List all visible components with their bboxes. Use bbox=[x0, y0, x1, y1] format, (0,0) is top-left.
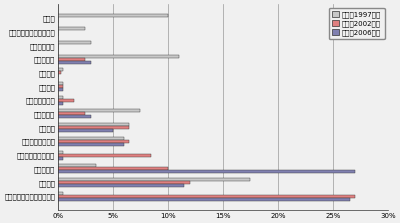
Bar bbox=[58, 14, 168, 17]
Bar bbox=[58, 71, 61, 74]
Bar bbox=[58, 61, 91, 64]
Bar bbox=[58, 58, 86, 61]
Bar bbox=[58, 151, 64, 154]
Bar bbox=[58, 140, 130, 143]
Bar bbox=[58, 154, 152, 157]
Bar bbox=[58, 109, 140, 112]
Bar bbox=[58, 178, 250, 181]
Bar bbox=[58, 198, 350, 201]
Bar bbox=[58, 192, 64, 195]
Bar bbox=[58, 167, 168, 170]
Bar bbox=[58, 116, 91, 118]
Bar bbox=[58, 157, 64, 160]
Bar bbox=[58, 82, 64, 85]
Bar bbox=[58, 96, 64, 99]
Bar bbox=[58, 143, 124, 146]
Bar bbox=[58, 164, 96, 167]
Bar bbox=[58, 85, 64, 88]
Bar bbox=[58, 126, 130, 129]
Bar bbox=[58, 88, 64, 91]
Bar bbox=[58, 195, 355, 198]
Bar bbox=[58, 99, 74, 102]
Bar bbox=[58, 55, 179, 58]
Bar bbox=[58, 181, 190, 184]
Bar bbox=[58, 137, 124, 140]
Bar bbox=[58, 68, 64, 71]
Bar bbox=[58, 123, 130, 126]
Bar bbox=[58, 129, 113, 132]
Bar bbox=[58, 41, 91, 44]
Bar bbox=[58, 112, 86, 116]
Bar bbox=[58, 102, 64, 105]
Bar bbox=[58, 170, 355, 173]
Bar bbox=[58, 27, 86, 30]
Bar bbox=[58, 184, 184, 187]
Legend: 全国（1997年）, 全国（2002年）, 全国（2006年）: 全国（1997年）, 全国（2002年）, 全国（2006年） bbox=[329, 8, 384, 39]
